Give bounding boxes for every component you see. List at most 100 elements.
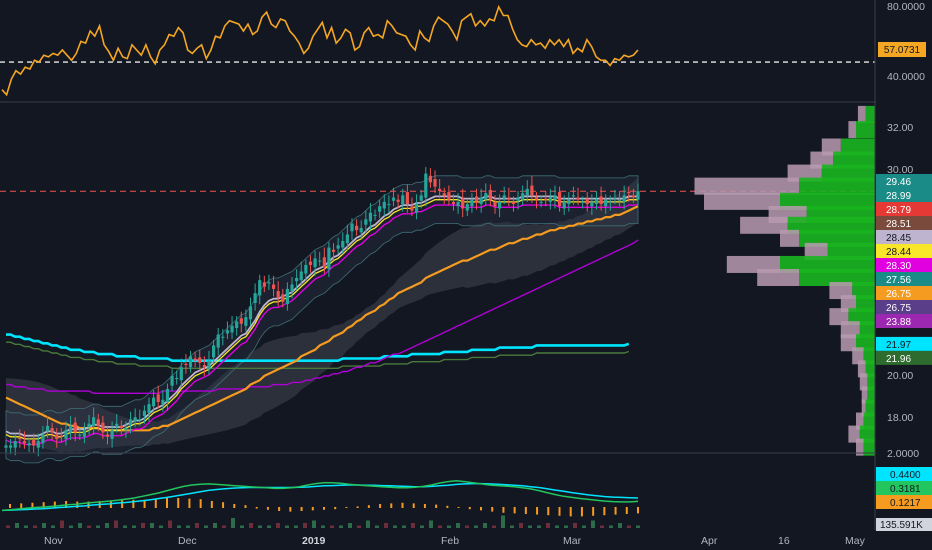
candle-body [534, 197, 539, 200]
candle-body [447, 192, 451, 200]
candle-body [50, 428, 54, 433]
macd-tag-bg [876, 467, 932, 481]
price-tick-18: 18.00 [887, 412, 913, 424]
candle-body [594, 199, 599, 205]
candle-body [41, 434, 45, 444]
candle-body [198, 357, 202, 363]
candle-body [258, 280, 262, 296]
rsi-value-tag [878, 42, 926, 57]
candle-body [539, 201, 543, 203]
volume-profile-down [852, 347, 864, 365]
volume-bar [312, 520, 316, 528]
volume-profile-up [856, 295, 875, 313]
candle-body [585, 198, 589, 205]
volume-profile-down [848, 121, 856, 139]
volume-bar [582, 525, 586, 528]
rsi-tick-40: 40.0000 [887, 71, 925, 83]
volume-profile-down [856, 438, 864, 456]
volume-profile-up [787, 216, 875, 234]
candle-body [567, 199, 571, 205]
volume-tag-bg [876, 518, 932, 531]
volume-bar [591, 520, 595, 528]
candle-body [631, 195, 635, 198]
candle-body [271, 284, 276, 289]
candle-body [152, 397, 156, 407]
x-label-apr: Apr [701, 535, 718, 547]
volume-bar [465, 525, 469, 528]
candle-body [479, 197, 483, 205]
macd-histogram-bar [614, 506, 617, 515]
macd-histogram-bar [569, 506, 572, 517]
candle-body [36, 441, 40, 448]
macd-line [1, 480, 639, 512]
volume-bar [330, 525, 334, 528]
volume-bar [285, 525, 289, 528]
candle-body [188, 356, 193, 368]
volume-bar [96, 525, 100, 528]
volume-bar [402, 525, 406, 528]
candle-body [276, 291, 280, 298]
volume-bar [132, 525, 136, 528]
volume-bar [123, 525, 127, 528]
candle-body [147, 404, 151, 413]
macd-tag-label: 0.3181 [890, 484, 921, 495]
macd-histogram-bar [20, 503, 23, 508]
price-panel[interactable] [0, 105, 875, 464]
candle-body [364, 219, 368, 225]
candle-body [96, 419, 100, 426]
candle-body [373, 214, 377, 216]
candle-body [225, 330, 230, 334]
price-tags: 29.46 28.99 28.79 28.51 28.45 28.44 28.30 27.56… [876, 173, 932, 365]
candle-body [304, 264, 308, 274]
candle-body [622, 195, 626, 202]
volume-profile-up [863, 412, 875, 430]
macd-histogram-bar [266, 506, 269, 510]
rsi-line [1, 4, 639, 97]
price-tag-label: 29.46 [886, 177, 911, 188]
macd-histogram-bar [580, 506, 583, 517]
macd-histogram-bar [334, 506, 337, 510]
candle-body [142, 410, 146, 417]
candle-body [9, 445, 13, 448]
candle-body [511, 201, 516, 205]
volume-profile-down [757, 269, 799, 286]
candle-body [73, 422, 77, 433]
candle-body [576, 197, 580, 200]
macd-histogram-bar [491, 506, 494, 512]
candle-body [230, 325, 234, 333]
macd-histogram-bar [412, 503, 415, 508]
volume-bar [564, 525, 568, 528]
candle-body [110, 430, 114, 439]
volume-bar [573, 523, 577, 528]
price-tag-bg [876, 350, 932, 365]
macd-histogram-bar [177, 497, 180, 508]
candle-body [295, 278, 299, 282]
volume-bar [87, 525, 91, 528]
x-label-may: May [845, 535, 866, 547]
volume-profile-down [740, 216, 788, 234]
macd-tag-label: 0.4400 [890, 470, 921, 481]
volume-profile-down [829, 282, 853, 300]
volume-bar [51, 525, 55, 528]
macd-histogram-bar [154, 498, 157, 508]
candle-body [27, 443, 31, 446]
price-tag-bg [876, 187, 932, 202]
macd-histogram-bar [390, 503, 393, 508]
volume-profile-down [857, 360, 866, 378]
candle-body [221, 336, 225, 338]
volume-profile-down [857, 105, 866, 123]
candle-body [557, 192, 562, 207]
candle-body [253, 293, 257, 304]
rsi-panel: 57.0731 [0, 4, 926, 97]
macd-histogram-bar [625, 506, 628, 514]
candle-body [87, 423, 91, 427]
volume-bar [24, 525, 28, 528]
volume-bar [492, 525, 496, 528]
volume-bar [366, 520, 370, 528]
macd-histogram-bar [244, 505, 247, 508]
candle-body [115, 423, 119, 427]
price-tag-bg [876, 215, 932, 230]
candle-body [424, 173, 428, 198]
candle-body [507, 197, 511, 200]
